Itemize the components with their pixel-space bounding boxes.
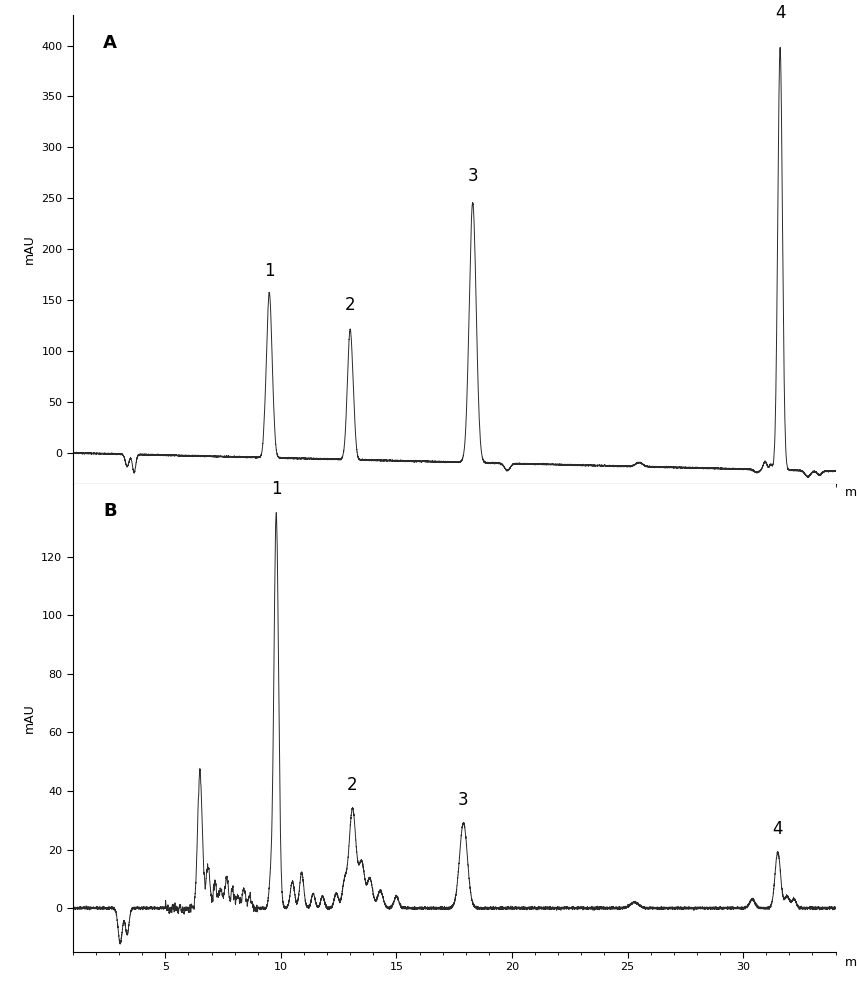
Text: 4: 4: [775, 4, 785, 22]
Text: 2: 2: [347, 776, 358, 794]
Text: A: A: [104, 34, 117, 52]
Text: 1: 1: [271, 480, 282, 498]
Text: 4: 4: [772, 820, 783, 838]
Text: min: min: [845, 956, 857, 969]
Y-axis label: mAU: mAU: [23, 234, 36, 264]
Text: B: B: [104, 502, 117, 520]
Y-axis label: mAU: mAU: [23, 703, 36, 733]
Text: 1: 1: [264, 262, 274, 280]
Text: 2: 2: [345, 296, 356, 314]
Text: 3: 3: [467, 167, 478, 185]
Text: min: min: [845, 486, 857, 499]
Text: 3: 3: [458, 791, 469, 809]
